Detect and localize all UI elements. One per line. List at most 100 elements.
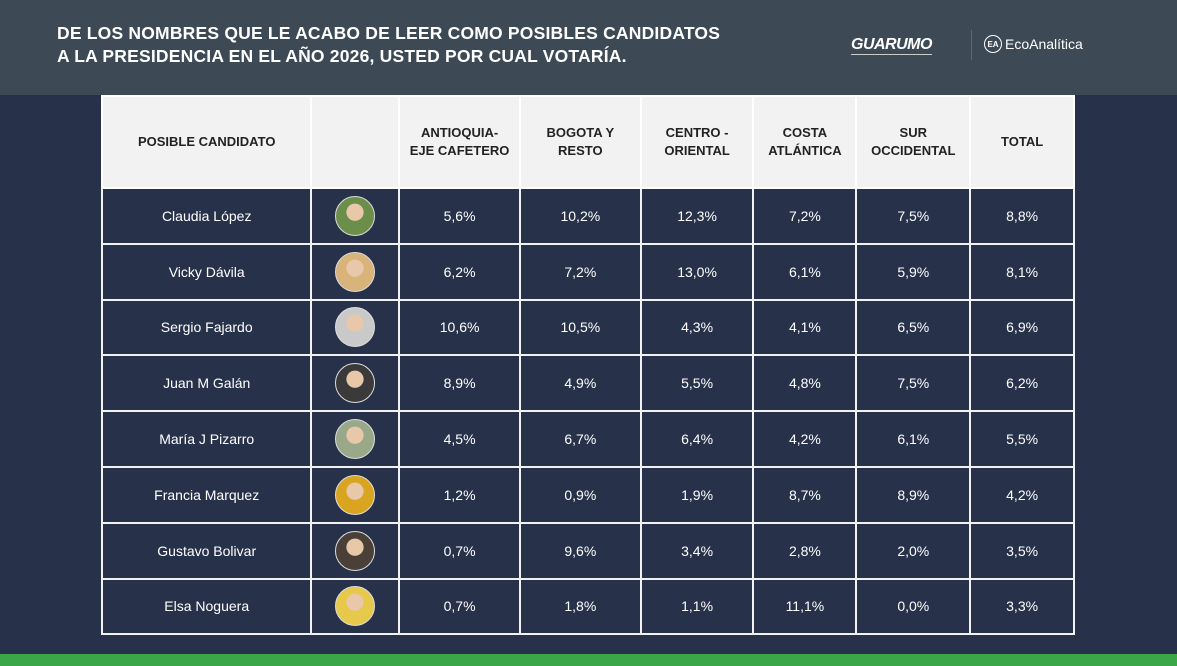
candidate-photo bbox=[335, 251, 376, 292]
page-title: DE LOS NOMBRES QUE LE ACABO DE LEER COMO… bbox=[57, 22, 720, 68]
table-row: Francia Marquez 1,2% 0,9% 1,9% 8,7% 8,9% 4,2% bbox=[100, 465, 1075, 524]
percentage-cell: 8,8% bbox=[969, 187, 1075, 245]
percentage-cell: 10,6% bbox=[398, 298, 521, 357]
percentage-cell: 6,2% bbox=[969, 354, 1075, 413]
ecoanalitica-name: EcoAnalítica bbox=[1005, 36, 1083, 52]
candidate-name: Vicky Dávila bbox=[100, 242, 313, 301]
percentage-cell: 2,8% bbox=[752, 521, 858, 580]
table-row: Sergio Fajardo 10,6% 10,5% 4,3% 4,1% 6,5% 6,9% bbox=[100, 298, 1075, 357]
candidate-name: María J Pizarro bbox=[100, 410, 313, 468]
percentage-cell: 4,9% bbox=[518, 354, 642, 413]
candidate-photo bbox=[335, 307, 376, 348]
column-header bbox=[310, 95, 401, 189]
candidate-photo-cell bbox=[310, 354, 401, 413]
candidate-photo-cell bbox=[310, 242, 401, 301]
percentage-cell: 8,7% bbox=[752, 465, 858, 524]
percentage-cell: 7,2% bbox=[752, 187, 858, 245]
logo-divider bbox=[971, 30, 972, 60]
percentage-cell: 6,1% bbox=[855, 410, 972, 468]
percentage-cell: 5,5% bbox=[639, 354, 755, 413]
candidate-photo bbox=[335, 195, 376, 236]
ecoanalitica-logo: EA EcoAnalítica bbox=[984, 35, 1083, 53]
percentage-cell: 1,2% bbox=[398, 465, 521, 524]
percentage-cell: 3,5% bbox=[969, 521, 1075, 580]
percentage-cell: 12,3% bbox=[639, 187, 755, 245]
candidate-name: Claudia López bbox=[100, 187, 313, 245]
table-header-row: POSIBLE CANDIDATO ANTIOQUIA- EJE CAFETERO… bbox=[100, 95, 1075, 189]
percentage-cell: 7,5% bbox=[855, 354, 972, 413]
candidate-photo bbox=[335, 586, 376, 627]
column-header: BOGOTA Y RESTO bbox=[518, 95, 642, 189]
table-row: Juan M Galán 8,9% 4,9% 5,5% 4,8% 7,5% 6,2% bbox=[100, 354, 1075, 413]
table-row: Elsa Noguera 0,7% 1,8% 1,1% 11,1% 0,0% 3,3% bbox=[100, 577, 1075, 636]
percentage-cell: 1,9% bbox=[639, 465, 755, 524]
percentage-cell: 4,1% bbox=[752, 298, 858, 357]
candidate-photo-cell bbox=[310, 410, 401, 468]
guarumo-logo: GUARUMO bbox=[851, 36, 932, 55]
column-header: SUR OCCIDENTAL bbox=[855, 95, 972, 189]
percentage-cell: 5,5% bbox=[969, 410, 1075, 468]
percentage-cell: 4,2% bbox=[969, 465, 1075, 524]
candidate-photo bbox=[335, 419, 376, 460]
table-row: Vicky Dávila 6,2% 7,2% 13,0% 6,1% 5,9% 8,1% bbox=[100, 242, 1075, 301]
percentage-cell: 10,2% bbox=[518, 187, 642, 245]
ecoanalitica-mark-icon: EA bbox=[984, 35, 1002, 53]
candidate-name: Francia Marquez bbox=[100, 465, 313, 524]
percentage-cell: 9,6% bbox=[518, 521, 642, 580]
candidate-photo bbox=[335, 530, 376, 571]
candidate-photo-cell bbox=[310, 521, 401, 580]
footer-bar bbox=[0, 654, 1177, 666]
percentage-cell: 0,7% bbox=[398, 577, 521, 636]
percentage-cell: 1,8% bbox=[518, 577, 642, 636]
title-line-2: A LA PRESIDENCIA EN EL AÑO 2026, USTED P… bbox=[57, 46, 627, 66]
table-row: Claudia López 5,6% 10,2% 12,3% 7,2% 7,5% 8,8% bbox=[100, 187, 1075, 245]
percentage-cell: 0,9% bbox=[518, 465, 642, 524]
table-row: Gustavo Bolivar 0,7% 9,6% 3,4% 2,8% 2,0% 3,5% bbox=[100, 521, 1075, 580]
percentage-cell: 6,5% bbox=[855, 298, 972, 357]
percentage-cell: 0,0% bbox=[855, 577, 972, 636]
percentage-cell: 7,5% bbox=[855, 187, 972, 245]
percentage-cell: 6,9% bbox=[969, 298, 1075, 357]
column-header: TOTAL bbox=[969, 95, 1075, 189]
candidate-name: Sergio Fajardo bbox=[100, 298, 313, 357]
candidate-photo bbox=[335, 363, 376, 404]
percentage-cell: 13,0% bbox=[639, 242, 755, 301]
percentage-cell: 8,1% bbox=[969, 242, 1075, 301]
percentage-cell: 3,3% bbox=[969, 577, 1075, 636]
table-row: María J Pizarro 4,5% 6,7% 6,4% 4,2% 6,1% 5,5% bbox=[100, 410, 1075, 468]
candidate-photo-cell bbox=[310, 298, 401, 357]
percentage-cell: 8,9% bbox=[398, 354, 521, 413]
percentage-cell: 4,5% bbox=[398, 410, 521, 468]
percentage-cell: 6,7% bbox=[518, 410, 642, 468]
column-header: ANTIOQUIA- EJE CAFETERO bbox=[398, 95, 521, 189]
column-header: COSTA ATLÁNTICA bbox=[752, 95, 858, 189]
percentage-cell: 2,0% bbox=[855, 521, 972, 580]
candidate-name: Elsa Noguera bbox=[100, 577, 313, 636]
results-table: POSIBLE CANDIDATO ANTIOQUIA- EJE CAFETERO… bbox=[100, 95, 1075, 636]
percentage-cell: 4,8% bbox=[752, 354, 858, 413]
column-header: POSIBLE CANDIDATO bbox=[100, 95, 313, 189]
percentage-cell: 8,9% bbox=[855, 465, 972, 524]
column-header: CENTRO - ORIENTAL bbox=[639, 95, 755, 189]
percentage-cell: 11,1% bbox=[752, 577, 858, 636]
percentage-cell: 4,3% bbox=[639, 298, 755, 357]
percentage-cell: 6,4% bbox=[639, 410, 755, 468]
percentage-cell: 10,5% bbox=[518, 298, 642, 357]
percentage-cell: 5,6% bbox=[398, 187, 521, 245]
percentage-cell: 6,1% bbox=[752, 242, 858, 301]
percentage-cell: 5,9% bbox=[855, 242, 972, 301]
candidate-name: Gustavo Bolivar bbox=[100, 521, 313, 580]
candidate-photo-cell bbox=[310, 465, 401, 524]
percentage-cell: 6,2% bbox=[398, 242, 521, 301]
candidate-photo-cell bbox=[310, 187, 401, 245]
candidate-name: Juan M Galán bbox=[100, 354, 313, 413]
candidate-photo bbox=[335, 474, 376, 515]
percentage-cell: 1,1% bbox=[639, 577, 755, 636]
candidate-photo-cell bbox=[310, 577, 401, 636]
percentage-cell: 4,2% bbox=[752, 410, 858, 468]
header-band: DE LOS NOMBRES QUE LE ACABO DE LEER COMO… bbox=[0, 0, 1177, 95]
percentage-cell: 0,7% bbox=[398, 521, 521, 580]
title-line-1: DE LOS NOMBRES QUE LE ACABO DE LEER COMO… bbox=[57, 23, 721, 43]
percentage-cell: 3,4% bbox=[639, 521, 755, 580]
percentage-cell: 7,2% bbox=[518, 242, 642, 301]
